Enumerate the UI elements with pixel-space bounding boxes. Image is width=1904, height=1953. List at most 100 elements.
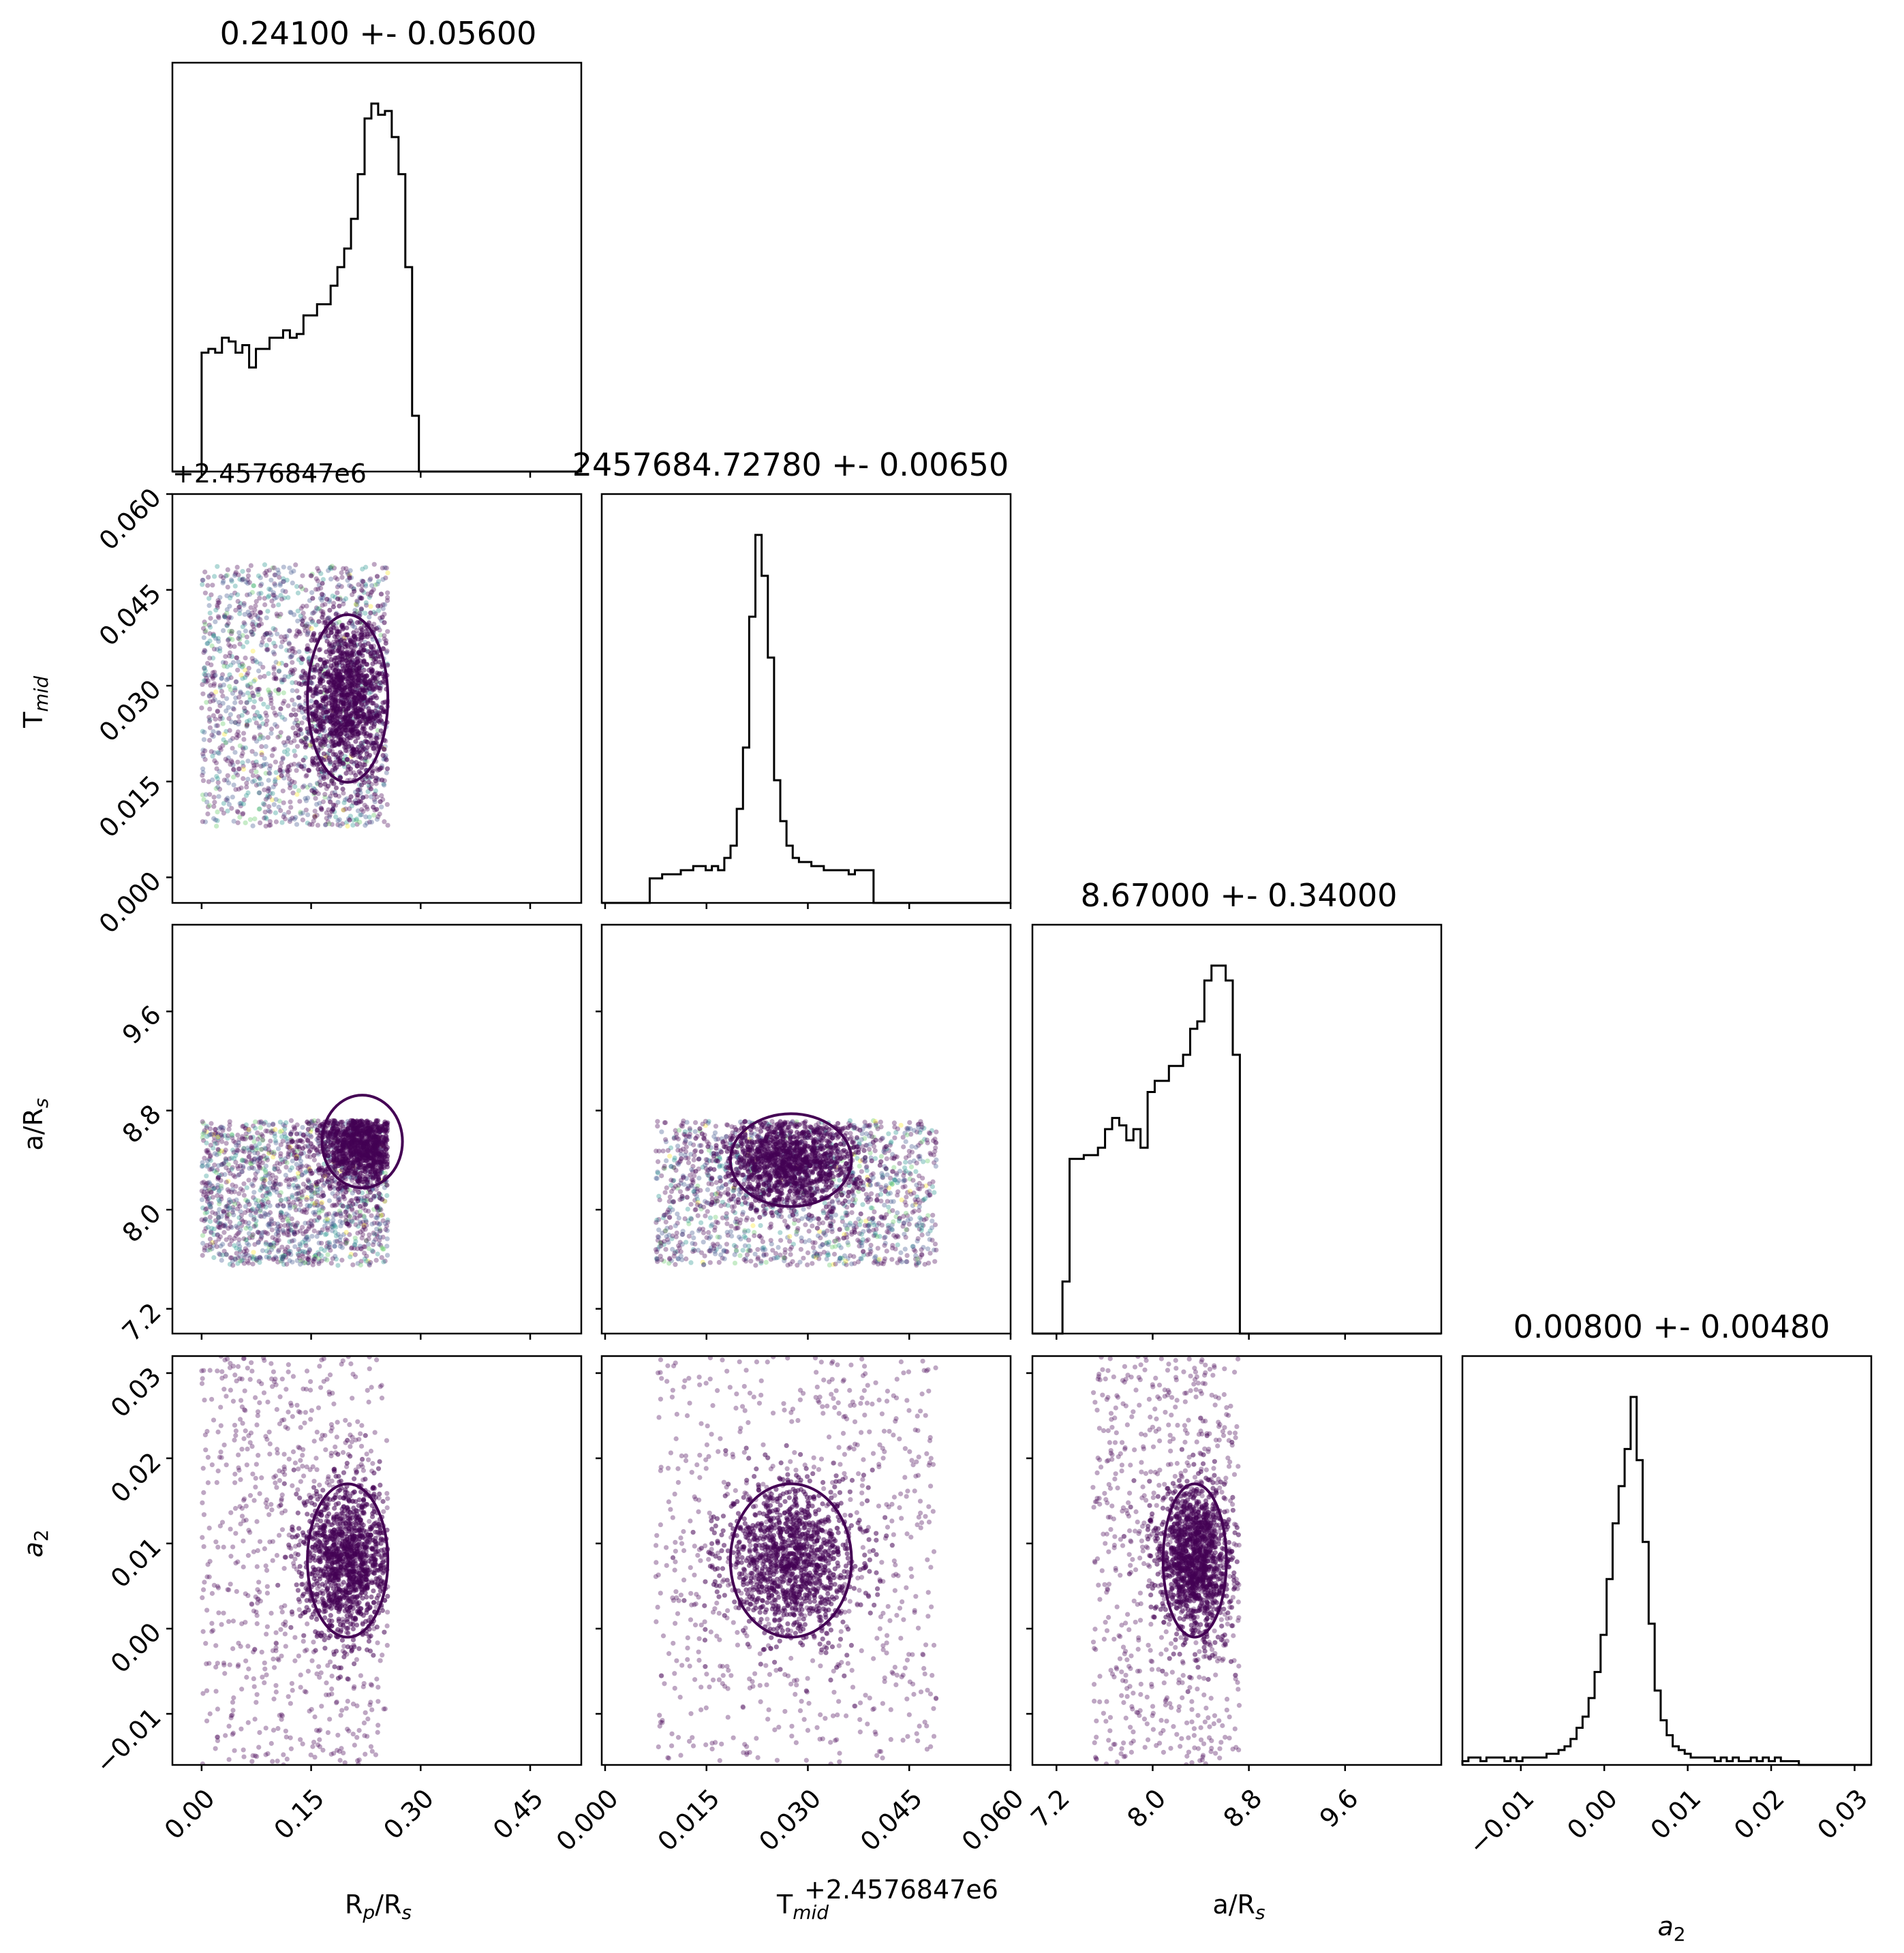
scatter-point bbox=[349, 653, 354, 658]
scatter-point bbox=[341, 566, 346, 571]
scatter-point bbox=[273, 759, 278, 765]
scatter-point bbox=[226, 676, 231, 681]
scatter-point bbox=[307, 1168, 313, 1173]
scatter-point bbox=[307, 782, 313, 788]
scatter-point bbox=[284, 1139, 290, 1144]
scatter-point bbox=[224, 593, 230, 598]
scatter-point bbox=[311, 1118, 317, 1124]
scatter-point bbox=[282, 674, 288, 679]
scatter-point bbox=[204, 679, 209, 685]
scatter-point bbox=[201, 1192, 206, 1198]
scatter-point bbox=[252, 713, 258, 718]
scatter-point bbox=[258, 1125, 263, 1131]
scatter-point bbox=[339, 1167, 345, 1173]
scatter-point bbox=[206, 596, 212, 601]
scatter-point bbox=[236, 1241, 241, 1246]
scatter-point bbox=[372, 708, 378, 713]
scatter-point bbox=[250, 659, 256, 664]
scatter-point bbox=[201, 635, 206, 641]
scatter-point bbox=[226, 1168, 232, 1173]
scatter-point bbox=[262, 632, 268, 637]
scatter-point bbox=[313, 587, 319, 592]
scatter-point bbox=[367, 819, 373, 825]
scatter-point bbox=[297, 799, 303, 804]
scatter-point bbox=[259, 752, 264, 758]
scatter-point bbox=[289, 1238, 295, 1244]
scatter-point bbox=[268, 731, 274, 736]
scatter-point bbox=[283, 1211, 289, 1217]
offset-label-top: +2.4576847e6 bbox=[172, 459, 367, 489]
scatter-point bbox=[279, 596, 285, 602]
scatter-point bbox=[251, 1216, 257, 1222]
scatter-point bbox=[318, 585, 324, 591]
scatter-point bbox=[251, 1123, 256, 1128]
scatter-point bbox=[300, 810, 305, 816]
scatter-point bbox=[333, 793, 339, 798]
scatter-point bbox=[227, 683, 232, 689]
scatter-point bbox=[271, 1151, 277, 1156]
scatter-point bbox=[337, 1237, 343, 1243]
scatter-point bbox=[249, 632, 255, 637]
scatter-point bbox=[280, 588, 286, 594]
scatter-point bbox=[378, 718, 384, 723]
scatter-point bbox=[375, 603, 381, 609]
scatter-point bbox=[258, 1165, 263, 1171]
scatter-point bbox=[312, 686, 318, 692]
scatter-point bbox=[382, 602, 388, 607]
scatter-point bbox=[226, 642, 232, 647]
scatter-point bbox=[211, 803, 217, 810]
scatter-point bbox=[225, 798, 230, 803]
scatter-point bbox=[341, 703, 347, 708]
scatter-point bbox=[229, 1155, 234, 1160]
scatter-point bbox=[268, 1128, 274, 1134]
scatter-point bbox=[318, 596, 324, 601]
scatter-point bbox=[335, 1139, 340, 1144]
scatter-point bbox=[226, 705, 231, 710]
scatter-point bbox=[357, 642, 363, 647]
scatter-point bbox=[322, 792, 328, 797]
scatter-point bbox=[252, 677, 258, 683]
scatter-points-scatter-rp-ars bbox=[199, 1118, 390, 1268]
scatter-point bbox=[226, 1126, 232, 1132]
scatter-point bbox=[381, 781, 386, 787]
scatter-point bbox=[211, 728, 216, 735]
scatter-point bbox=[326, 821, 332, 827]
scatter-point bbox=[305, 812, 311, 818]
scatter-point bbox=[320, 711, 326, 716]
scatter-point bbox=[266, 687, 271, 692]
scatter-point bbox=[363, 1227, 368, 1232]
scatter-point bbox=[228, 675, 234, 681]
scatter-point bbox=[361, 1244, 367, 1249]
scatter-point bbox=[226, 716, 232, 722]
scatter-point bbox=[304, 1229, 309, 1234]
scatter-point bbox=[202, 671, 207, 677]
scatter-point bbox=[240, 1219, 246, 1225]
scatter-point bbox=[322, 822, 328, 828]
scatter-point bbox=[382, 633, 387, 639]
scatter-point bbox=[340, 663, 346, 669]
scatter-point bbox=[244, 722, 250, 727]
scatter-point bbox=[208, 1132, 213, 1137]
scatter-point bbox=[277, 1169, 282, 1174]
scatter-point bbox=[335, 688, 341, 694]
scatter-point bbox=[359, 765, 365, 770]
scatter-point bbox=[215, 1137, 221, 1143]
scatter-point bbox=[215, 818, 220, 823]
scatter-point bbox=[296, 657, 301, 662]
scatter-point bbox=[370, 768, 375, 773]
scatter-point bbox=[271, 1150, 277, 1155]
scatter-point bbox=[287, 1258, 292, 1263]
scatter-point bbox=[365, 591, 371, 597]
scatter-point bbox=[382, 620, 387, 626]
scatter-point bbox=[234, 655, 240, 660]
scatter-point bbox=[361, 1198, 367, 1203]
scatter-point bbox=[236, 766, 241, 771]
scatter-point bbox=[257, 1208, 263, 1214]
scatter-point bbox=[217, 683, 223, 688]
scatter-point bbox=[244, 634, 250, 640]
scatter-point bbox=[327, 719, 333, 724]
scatter-point bbox=[256, 1156, 262, 1162]
panel-frame-hist-tmid bbox=[600, 493, 1012, 904]
scatter-point bbox=[202, 649, 208, 654]
scatter-point bbox=[296, 1196, 303, 1201]
